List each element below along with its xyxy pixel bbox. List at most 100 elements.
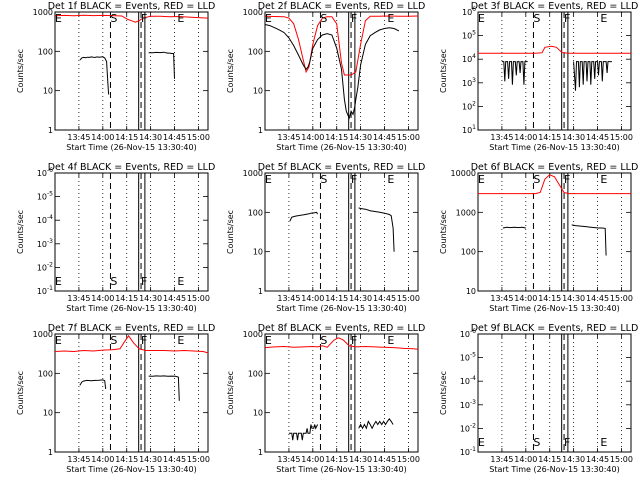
y-axis-label: Counts/sec — [226, 210, 235, 254]
interval-marker-e: E — [265, 12, 272, 25]
plot-frame — [477, 11, 632, 131]
events-series-line — [264, 24, 400, 120]
x-tick-label: 14:15 — [325, 294, 348, 303]
x-tick-label: 15:00 — [187, 294, 210, 303]
y-tick-label: 10-2 — [37, 261, 53, 272]
interval-marker-s: S — [110, 275, 117, 288]
x-tick-label: 13:45 — [277, 455, 300, 464]
y-tick-label: 1000 — [243, 8, 263, 17]
y-tick-label: 103 — [462, 77, 476, 88]
plot-frame — [264, 333, 419, 453]
y-axis-label: Counts/sec — [226, 371, 235, 415]
x-tick-label: 15:00 — [397, 455, 420, 464]
x-axis-label: Start Time (26-Nov-15 13:30:40) — [66, 465, 196, 474]
x-tick-label: 13:45 — [490, 133, 513, 142]
plot-frame — [477, 333, 632, 453]
lld-series-line — [264, 15, 419, 76]
x-tick-label: 13:45 — [277, 133, 300, 142]
events-series-line — [79, 51, 175, 95]
x-tick-label: 13:45 — [490, 294, 513, 303]
x-tick-label: 14:30 — [139, 294, 162, 303]
x-axis-label: Start Time (26-Nov-15 13:30:40) — [489, 304, 619, 313]
y-tick-label: 1 — [258, 448, 263, 457]
x-axis-label: Start Time (26-Nov-15 13:30:40) — [66, 143, 196, 152]
x-tick-label: 14:00 — [514, 294, 537, 303]
x-tick-label: 14:30 — [562, 294, 585, 303]
y-tick-label: 100 — [38, 369, 53, 378]
y-tick-label: 1000 — [243, 330, 263, 339]
y-tick-label: 104 — [462, 53, 476, 64]
x-tick-label: 14:00 — [91, 133, 114, 142]
interval-marker-e: E — [177, 12, 184, 25]
x-tick-label: 14:45 — [163, 294, 186, 303]
y-tick-label: 10-6 — [37, 167, 53, 178]
interval-marker-e: E — [177, 334, 184, 347]
events-series-line — [288, 417, 394, 441]
y-axis-label: Counts/sec — [439, 371, 448, 415]
y-tick-label: 10-3 — [37, 238, 53, 249]
x-tick-label: 14:45 — [373, 294, 396, 303]
x-tick-label: 15:00 — [610, 133, 633, 142]
panel-title: Det 3f BLACK = Events, RED = LLD — [471, 1, 639, 12]
interval-marker-e: E — [55, 334, 62, 347]
panel-title: Det 7f BLACK = Events, RED = LLD — [48, 323, 216, 334]
y-tick-label: 10 — [43, 409, 53, 418]
x-tick-label: 14:00 — [514, 133, 537, 142]
interval-marker-e: E — [387, 173, 394, 186]
x-tick-label: 14:30 — [349, 133, 372, 142]
x-tick-label: 14:30 — [139, 455, 162, 464]
x-tick-label: 14:15 — [115, 455, 138, 464]
y-axis-label: Counts/sec — [439, 210, 448, 254]
y-tick-label: 10-1 — [37, 285, 53, 296]
y-tick-label: 10-5 — [37, 191, 53, 202]
y-tick-label: 10-6 — [460, 328, 476, 339]
y-tick-label: 101 — [462, 124, 476, 135]
x-tick-label: 14:15 — [538, 294, 561, 303]
interval-marker-e: E — [55, 12, 62, 25]
x-tick-label: 14:45 — [586, 455, 609, 464]
interval-marker-s: S — [533, 436, 540, 449]
x-tick-label: 14:00 — [91, 455, 114, 464]
x-tick-label: 14:15 — [115, 133, 138, 142]
x-tick-label: 14:15 — [115, 294, 138, 303]
interval-marker-f: F — [564, 12, 570, 25]
x-tick-label: 14:30 — [562, 133, 585, 142]
x-tick-label: 14:30 — [562, 455, 585, 464]
y-tick-label: 10-3 — [460, 399, 476, 410]
interval-marker-f: F — [351, 173, 357, 186]
y-tick-label: 1 — [48, 126, 53, 135]
events-series-line — [289, 207, 395, 252]
x-tick-label: 14:45 — [586, 133, 609, 142]
plot-frame — [54, 11, 209, 131]
interval-marker-e: E — [600, 436, 607, 449]
x-tick-label: 14:00 — [301, 294, 324, 303]
lld-series-line — [54, 334, 209, 354]
events-series-line — [502, 224, 607, 256]
x-tick-label: 14:30 — [349, 294, 372, 303]
events-series-line — [79, 375, 180, 401]
interval-marker-s: S — [533, 12, 540, 25]
interval-marker-s: S — [320, 12, 327, 25]
x-tick-label: 14:30 — [349, 455, 372, 464]
interval-marker-f: F — [351, 334, 357, 347]
y-tick-label: 10-4 — [37, 214, 53, 225]
x-tick-label: 13:45 — [67, 294, 90, 303]
x-tick-label: 15:00 — [610, 294, 633, 303]
x-tick-label: 15:00 — [187, 455, 210, 464]
y-tick-label: 1000 — [33, 8, 53, 17]
interval-marker-e: E — [478, 436, 485, 449]
panel-title: Det 9f BLACK = Events, RED = LLD — [471, 323, 639, 334]
y-tick-label: 105 — [462, 30, 476, 41]
x-axis-label: Start Time (26-Nov-15 13:30:40) — [489, 465, 619, 474]
interval-marker-e: E — [177, 275, 184, 288]
x-tick-label: 14:45 — [163, 455, 186, 464]
x-tick-label: 14:15 — [325, 455, 348, 464]
interval-marker-f: F — [141, 12, 147, 25]
y-tick-label: 1 — [48, 448, 53, 457]
x-axis-label: Start Time (26-Nov-15 13:30:40) — [66, 304, 196, 313]
x-tick-label: 14:00 — [301, 133, 324, 142]
